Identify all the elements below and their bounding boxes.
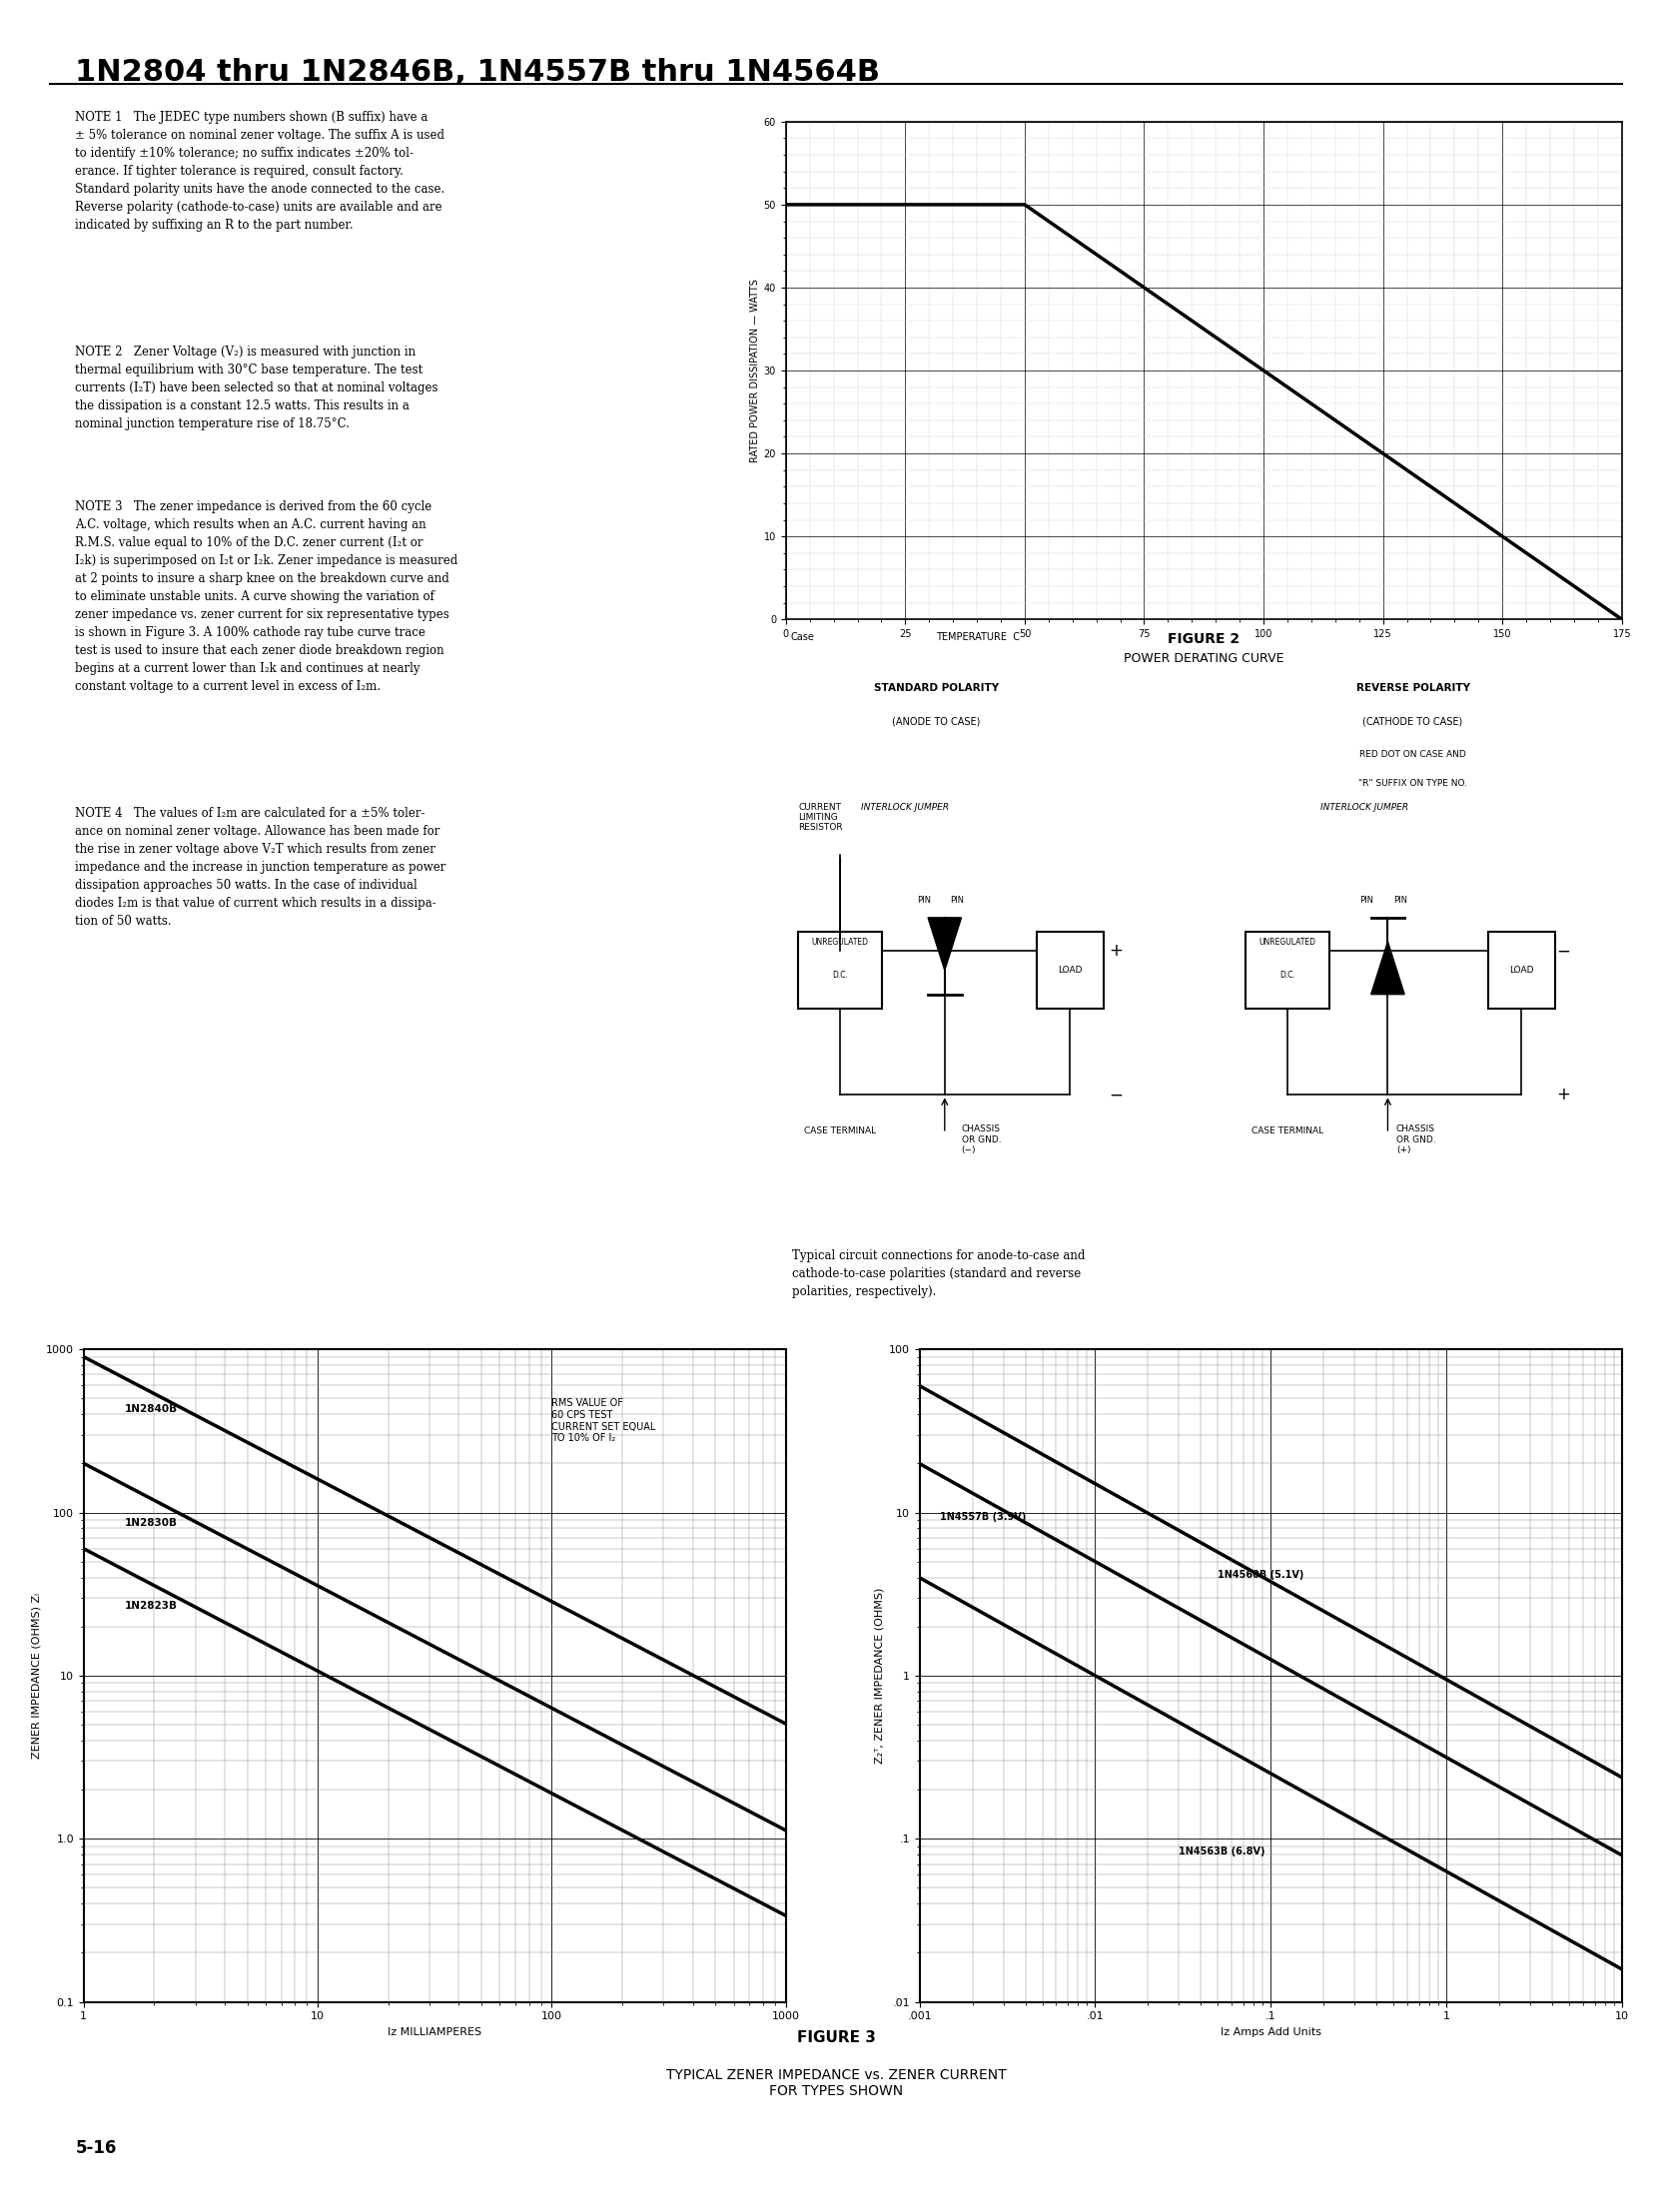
Text: (ANODE TO CASE): (ANODE TO CASE) (892, 717, 979, 726)
Text: D.C.: D.C. (832, 971, 847, 980)
Text: RED DOT ON CASE AND: RED DOT ON CASE AND (1359, 750, 1465, 759)
Text: Typical circuit connections for anode-to-case and
cathode-to-case polarities (st: Typical circuit connections for anode-to… (792, 1250, 1084, 1298)
Text: STANDARD POLARITY: STANDARD POLARITY (874, 684, 998, 692)
Bar (797, 931, 881, 1009)
Text: TEMPERATURE  C: TEMPERATURE C (936, 633, 1019, 644)
Text: FIGURE 2: FIGURE 2 (1166, 633, 1240, 646)
Text: D.C.: D.C. (1278, 971, 1295, 980)
Text: 1N2840B: 1N2840B (125, 1405, 177, 1413)
Y-axis label: Z₂ᵀ, ZENER IMPEDANCE (OHMS): Z₂ᵀ, ZENER IMPEDANCE (OHMS) (874, 1588, 884, 1763)
X-axis label: Iz MILLIAMPERES: Iz MILLIAMPERES (388, 2026, 481, 2037)
Text: LOAD: LOAD (1058, 967, 1081, 975)
Text: 1N4557B (3.9V): 1N4557B (3.9V) (939, 1513, 1026, 1522)
Text: +: + (1108, 942, 1123, 960)
Text: PIN: PIN (916, 896, 931, 905)
Text: "R" SUFFIX ON TYPE NO.: "R" SUFFIX ON TYPE NO. (1357, 779, 1467, 787)
Text: CHASSIS
OR GND.
(−): CHASSIS OR GND. (−) (961, 1124, 1001, 1155)
Text: PIN: PIN (1359, 896, 1374, 905)
Text: REVERSE POLARITY: REVERSE POLARITY (1355, 684, 1469, 692)
X-axis label: Iz Amps Add Units: Iz Amps Add Units (1220, 2026, 1320, 2037)
Bar (1487, 931, 1554, 1009)
Text: CASE TERMINAL: CASE TERMINAL (1250, 1126, 1323, 1135)
Text: Case: Case (790, 633, 814, 644)
Text: INTERLOCK JUMPER: INTERLOCK JUMPER (861, 803, 949, 812)
Text: −: − (1556, 942, 1569, 960)
Text: INTERLOCK JUMPER: INTERLOCK JUMPER (1320, 803, 1409, 812)
Text: 5-16: 5-16 (75, 2139, 117, 2157)
Text: NOTE 4   The values of I₂m are calculated for a ±5% toler-
ance on nominal zener: NOTE 4 The values of I₂m are calculated … (75, 807, 446, 929)
Text: −: − (1108, 1086, 1123, 1104)
Text: RMS VALUE OF
60 CPS TEST
CURRENT SET EQUAL
TO 10% OF I₂: RMS VALUE OF 60 CPS TEST CURRENT SET EQU… (551, 1398, 655, 1442)
Text: UNREGULATED: UNREGULATED (810, 938, 869, 947)
Text: 1N2823B: 1N2823B (125, 1601, 177, 1610)
Y-axis label: ZENER IMPEDANCE (OHMS) Zᵢ: ZENER IMPEDANCE (OHMS) Zᵢ (32, 1593, 42, 1759)
Polygon shape (927, 918, 961, 971)
Text: NOTE 2   Zener Voltage (V₂) is measured with junction in
thermal equilibrium wit: NOTE 2 Zener Voltage (V₂) is measured wi… (75, 345, 438, 429)
Text: CURRENT
LIMITING
RESISTOR: CURRENT LIMITING RESISTOR (797, 803, 842, 832)
Text: POWER DERATING CURVE: POWER DERATING CURVE (1123, 653, 1283, 666)
Text: PIN: PIN (1392, 896, 1407, 905)
Text: TYPICAL ZENER IMPEDANCE vs. ZENER CURRENT
FOR TYPES SHOWN: TYPICAL ZENER IMPEDANCE vs. ZENER CURREN… (665, 2068, 1006, 2099)
Text: NOTE 3   The zener impedance is derived from the 60 cycle
A.C. voltage, which re: NOTE 3 The zener impedance is derived fr… (75, 500, 458, 692)
Text: LOAD: LOAD (1509, 967, 1532, 975)
Text: 1N4560B (5.1V): 1N4560B (5.1V) (1216, 1568, 1303, 1579)
Text: FIGURE 3: FIGURE 3 (795, 2031, 876, 2046)
Text: CHASSIS
OR GND.
(+): CHASSIS OR GND. (+) (1395, 1124, 1435, 1155)
Text: CASE TERMINAL: CASE TERMINAL (804, 1126, 876, 1135)
Text: NOTE 1   The JEDEC type numbers shown (B suffix) have a
± 5% tolerance on nomina: NOTE 1 The JEDEC type numbers shown (B s… (75, 111, 444, 232)
Text: 1N4563B (6.8V): 1N4563B (6.8V) (1178, 1847, 1265, 1856)
Text: +: + (1556, 1086, 1569, 1104)
Bar (1036, 931, 1103, 1009)
Text: 1N2830B: 1N2830B (125, 1517, 177, 1528)
Bar (1245, 931, 1328, 1009)
Y-axis label: RATED POWER DISSIPATION — WATTS: RATED POWER DISSIPATION — WATTS (749, 279, 759, 462)
Text: 1N2804 thru 1N2846B, 1N4557B thru 1N4564B: 1N2804 thru 1N2846B, 1N4557B thru 1N4564… (75, 58, 879, 86)
Polygon shape (1370, 942, 1404, 995)
Text: UNREGULATED: UNREGULATED (1258, 938, 1315, 947)
Text: PIN: PIN (949, 896, 964, 905)
Text: (CATHODE TO CASE): (CATHODE TO CASE) (1362, 717, 1462, 726)
